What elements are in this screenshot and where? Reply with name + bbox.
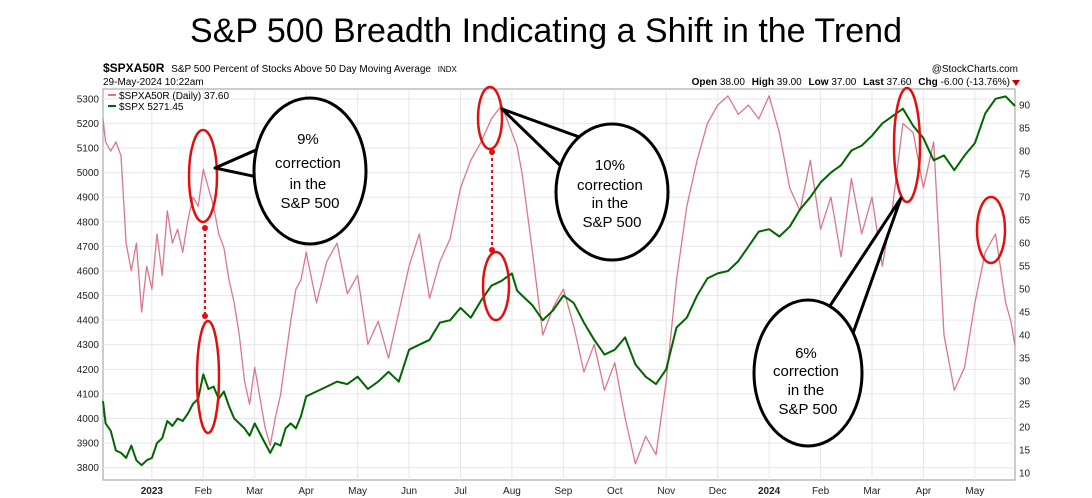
symbol: $SPXA50R	[103, 61, 165, 75]
right-tick-label: 45	[1019, 308, 1031, 319]
left-tick-label: 4200	[77, 365, 100, 376]
left-tick-label: 5000	[77, 168, 100, 179]
highlight-mar-apr	[892, 86, 922, 204]
right-tick-label: 85	[1019, 124, 1031, 135]
highlight-breadth-may	[975, 195, 1007, 265]
callout-bubble	[752, 298, 864, 448]
right-tick-label: 50	[1019, 285, 1031, 296]
quote-chg: -6.00 (-13.76%)	[941, 77, 1010, 88]
right-axis: 10 15 20 25 30 35 40 45 50 55 60 65 70 75 80 85 90	[1019, 101, 1031, 480]
x-tick-label: 2023	[141, 486, 164, 497]
legend-label-spxa50r: $SPXA50R (Daily) 37.60	[119, 91, 229, 102]
x-tick-label: Aug	[503, 486, 521, 497]
left-tick-label: 4500	[77, 291, 100, 302]
x-tick-label: May	[348, 486, 367, 497]
exchange: INDX	[438, 65, 458, 74]
callout-bubble	[252, 96, 368, 246]
left-tick-label: 5100	[77, 144, 100, 155]
right-tick-label: 30	[1019, 377, 1031, 388]
quote-high: 39.00	[777, 77, 802, 88]
legend: $SPXA50R (Daily) 37.60 $SPX 5271.45	[108, 91, 229, 113]
left-tick-label: 4400	[77, 316, 100, 327]
x-tick-label: 2024	[758, 486, 781, 497]
x-tick-label: Feb	[812, 486, 830, 497]
legend-label-spx: $SPX 5271.45	[119, 102, 184, 113]
left-tick-label: 4100	[77, 389, 100, 400]
callout-text: 9% correction in the S&P 500	[275, 131, 345, 212]
x-tick-label: Sep	[554, 486, 572, 497]
quote-low: 37.00	[831, 77, 856, 88]
callout-bubble	[554, 122, 670, 262]
highlight-breadth-feb	[187, 128, 219, 224]
right-tick-label: 15	[1019, 446, 1031, 457]
right-tick-label: 40	[1019, 331, 1031, 342]
down-arrow-icon	[1012, 80, 1020, 86]
highlight-spx-feb	[195, 319, 221, 435]
callout-6pct: 6% correction in the S&P 500	[752, 196, 903, 448]
x-tick-label: May	[965, 486, 984, 497]
highlights	[187, 85, 1007, 435]
right-tick-label: 25	[1019, 400, 1031, 411]
x-tick-label: Jun	[401, 486, 417, 497]
left-axis: 3800 3900 4000 4100 4200 4300 4400 4500 4600 4700…	[77, 94, 100, 474]
quote-line: Open 38.00 High 39.00 Low 37.00 Last 37.…	[692, 77, 1010, 88]
left-tick-label: 3900	[77, 439, 100, 450]
right-tick-label: 65	[1019, 216, 1031, 227]
x-tick-label: Feb	[195, 486, 213, 497]
left-tick-label: 4000	[77, 414, 100, 425]
header-line: $SPXA50R S&P 500 Percent of Stocks Above…	[103, 61, 458, 75]
left-tick-label: 3800	[77, 463, 100, 474]
x-axis: 2023 Feb Mar Apr May Jun Jul Aug Sep Oct Nov Dec 202…	[141, 486, 985, 497]
right-tick-label: 70	[1019, 193, 1031, 204]
callout-10pct: 10% correction in the S&P 500	[500, 107, 670, 262]
series-layer	[102, 95, 1016, 467]
right-tick-label: 60	[1019, 239, 1031, 250]
connector-end-icon	[489, 149, 495, 155]
connector-end-icon	[202, 225, 208, 231]
x-tick-label: Dec	[709, 486, 727, 497]
connector-end-icon	[489, 247, 495, 253]
left-tick-label: 4600	[77, 266, 100, 277]
left-tick-label: 5300	[77, 94, 100, 105]
date-label: 29-May-2024 10:22am	[103, 77, 204, 88]
right-tick-label: 35	[1019, 354, 1031, 365]
quote-last: 37.60	[886, 77, 911, 88]
right-tick-label: 80	[1019, 147, 1031, 158]
x-tick-label: Apr	[916, 486, 932, 497]
chart-title: S&P 500 Breadth Indicating a Shift in th…	[190, 12, 902, 50]
left-tick-label: 5200	[77, 119, 100, 130]
callout-text: 10% correction in the S&P 500	[577, 157, 647, 231]
connector-end-icon	[202, 313, 208, 319]
left-tick-label: 4900	[77, 193, 100, 204]
x-tick-label: Mar	[246, 486, 264, 497]
right-tick-label: 75	[1019, 170, 1031, 181]
right-tick-label: 55	[1019, 262, 1031, 273]
x-tick-label: Oct	[607, 486, 623, 497]
x-tick-label: Nov	[657, 486, 675, 497]
series-line-spxa50r	[102, 95, 1016, 465]
description: S&P 500 Percent of Stocks Above 50 Day M…	[171, 64, 431, 75]
x-tick-label: Apr	[298, 486, 314, 497]
highlight-spx-jul	[481, 250, 511, 322]
right-tick-label: 10	[1019, 469, 1031, 480]
x-tick-label: Mar	[863, 486, 881, 497]
quote-open: 38.00	[720, 77, 745, 88]
left-tick-label: 4800	[77, 217, 100, 228]
x-tick-label: Jul	[454, 486, 467, 497]
right-tick-label: 90	[1019, 101, 1031, 112]
left-tick-label: 4300	[77, 340, 100, 351]
source-label: @StockCharts.com	[932, 64, 1018, 75]
highlight-breadth-jul	[476, 85, 504, 151]
callout-9pct: 9% correction in the S&P 500	[213, 96, 368, 246]
series-line-spx	[102, 95, 1016, 467]
callout-text: 6% correction in the S&P 500	[773, 345, 843, 418]
right-tick-label: 20	[1019, 423, 1031, 434]
left-tick-label: 4700	[77, 242, 100, 253]
